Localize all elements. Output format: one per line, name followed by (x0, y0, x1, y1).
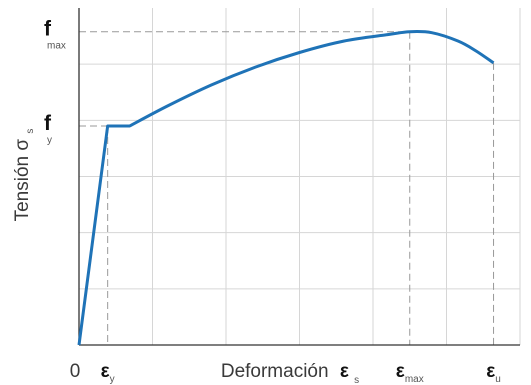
reference-dashed-lines (79, 31, 495, 345)
y-tick-label-text: f (44, 112, 52, 135)
x-tick-label: εmax (396, 361, 424, 385)
x-tick-label-subscript: y (110, 374, 115, 385)
y-axis-label-text: Tensión σ (12, 139, 33, 222)
x-tick-labels: 0 εy εmax εu (70, 361, 501, 385)
x-tick-label-text: ε (396, 361, 405, 382)
x-tick-label-text: 0 (70, 361, 81, 382)
stress-strain-curve (77, 29, 495, 346)
x-tick-label: εy (101, 361, 115, 385)
x-tick-label: εu (486, 361, 501, 385)
y-tick-label-subscript: max (47, 41, 66, 52)
y-axis-label-subscript: s (25, 129, 36, 134)
x-axis-label: Deformación ε s (221, 361, 359, 385)
y-axis-label: Tensión σ s (12, 129, 36, 222)
x-tick-label-subscript: u (495, 374, 501, 385)
x-tick-label-subscript: max (405, 374, 424, 385)
y-tick-label: f max (44, 18, 66, 52)
grid (79, 8, 521, 345)
x-axis-label-text: Deformación (221, 361, 329, 382)
y-tick-labels: f yf max (44, 18, 66, 146)
y-tick-label-subscript: y (47, 135, 52, 146)
x-tick-label: 0 (70, 361, 81, 382)
x-tick-label-text: ε (101, 361, 110, 382)
y-tick-label-text: f (44, 18, 52, 41)
x-axis-label-symbol: ε (340, 361, 349, 382)
x-axis-label-subscript: s (354, 375, 359, 385)
x-tick-label-text: ε (486, 361, 495, 382)
